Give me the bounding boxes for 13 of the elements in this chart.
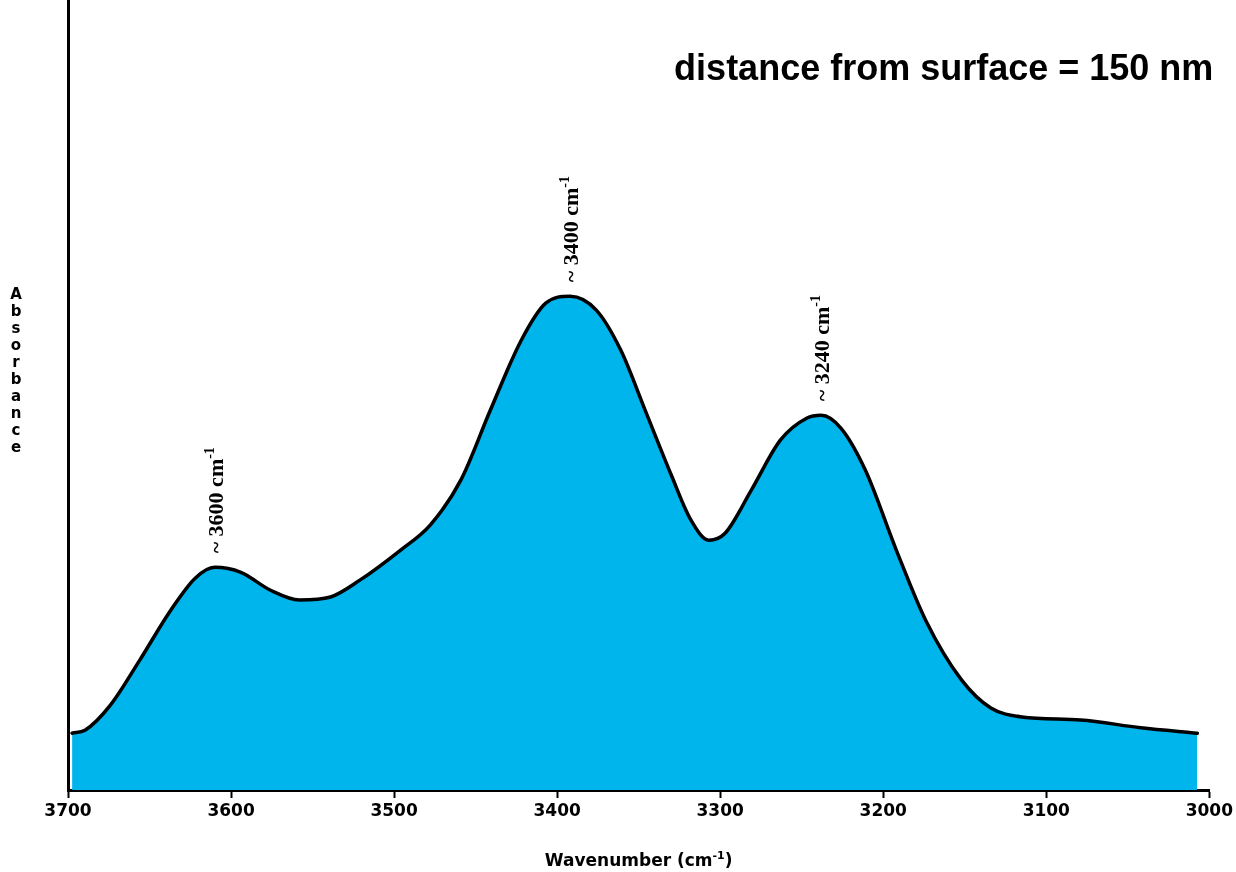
chart-title: distance from surface = 150 nm: [674, 47, 1214, 88]
x-tick-label: 3200: [859, 799, 908, 820]
x-tick-label: 3500: [370, 799, 418, 820]
y-axis-title: Absorbance: [7, 285, 25, 455]
x-tick-label: 3700: [44, 799, 92, 820]
x-tick-label: 3300: [696, 799, 745, 820]
x-tick-label: 3100: [1022, 799, 1071, 820]
x-tick-label: 3000: [1185, 799, 1234, 820]
x-tick-label: 3400: [533, 799, 581, 820]
annotation: ~ 3240 cm-1: [808, 295, 835, 402]
annotation: ~ 3400 cm-1: [557, 176, 584, 283]
annotation: ~ 3600 cm-1: [201, 447, 228, 554]
x-tick-label: 3600: [207, 799, 255, 820]
